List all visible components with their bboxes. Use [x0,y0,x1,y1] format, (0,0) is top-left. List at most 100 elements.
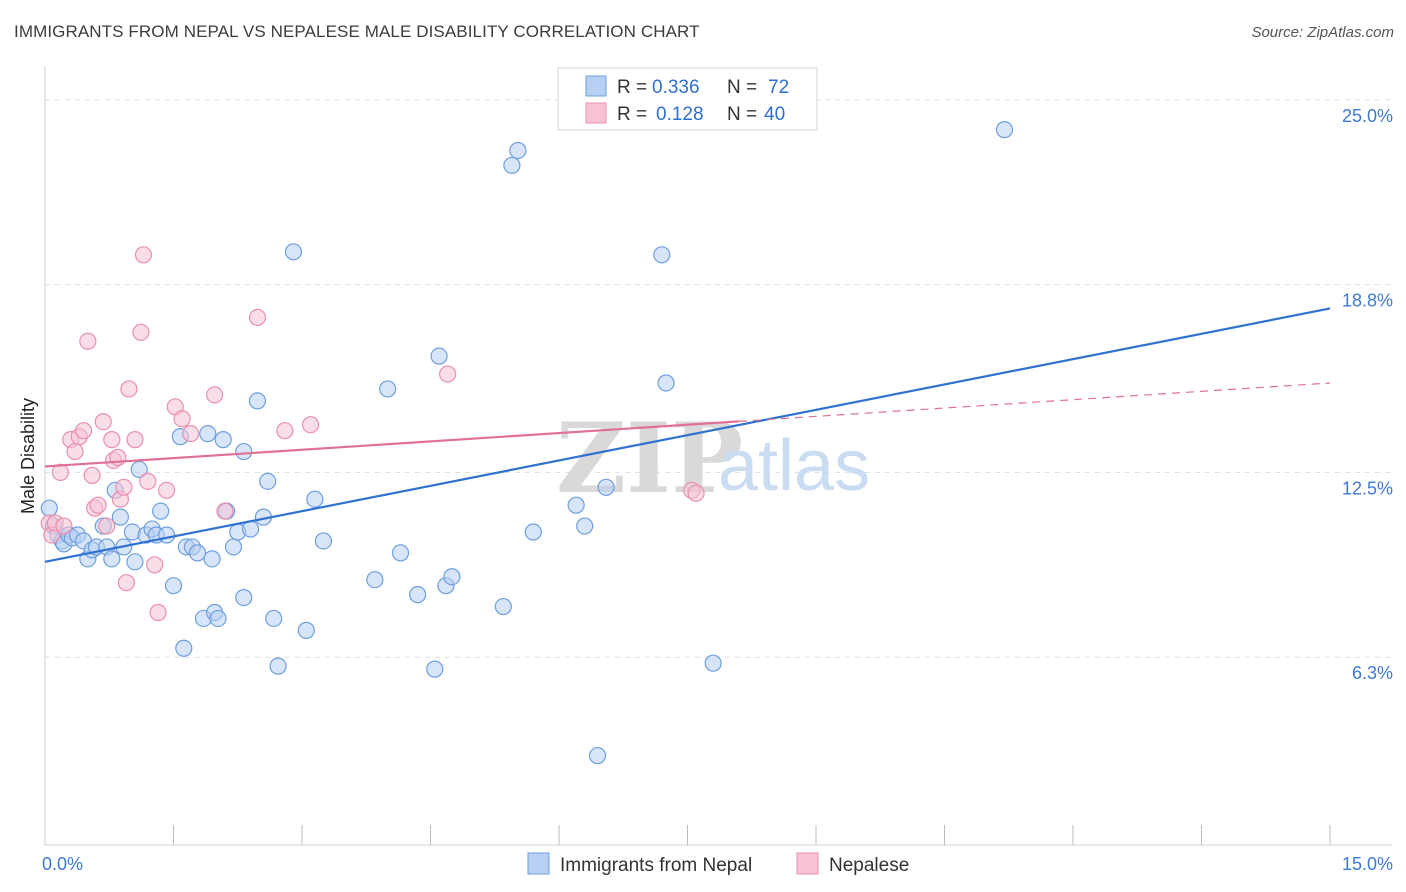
legend-r-value-blue: 0.336 [652,77,700,98]
point-pink-12 [89,496,107,514]
y-axis-title: Male Disability [18,398,38,514]
point-pink-25 [139,472,157,490]
series-nepalese [40,246,705,622]
point-pink-32 [206,386,224,404]
legend-bottom-swatch-pink [796,852,819,875]
point-pink-30 [173,410,191,428]
point-blue-44 [248,392,267,410]
point-blue-65 [567,496,585,514]
y-tick-label-1: 12.5% [1342,478,1393,498]
point-blue-54 [379,380,397,398]
grid-lines [45,99,1392,658]
legend-r-value-pink: 0.128 [656,104,704,125]
watermark-zip: ZIP [556,402,743,515]
point-pink-37 [439,365,457,383]
legend-bottom-label-blue: Immigrants from Nepal [560,855,752,876]
trend-line-pink [44,420,739,468]
point-pink-9 [79,332,97,350]
point-pink-33 [216,502,234,520]
point-pink-39 [687,484,705,502]
point-blue-19 [126,553,144,571]
point-blue-70 [657,374,675,392]
source-label: Source: ZipAtlas.com [1251,24,1394,41]
point-pink-8 [74,422,93,440]
watermark-atlas: atlas [718,426,870,506]
point-pink-10 [83,466,101,484]
point-pink-28 [158,481,176,499]
legend-bottom: Immigrants from Nepal Nepalese [527,852,909,876]
legend-bottom-label-pink: Nepalese [829,855,909,876]
legend-n-value-blue: 72 [768,77,789,98]
point-pink-15 [103,431,121,449]
legend-swatch-blue [585,75,607,97]
point-blue-28 [175,639,193,657]
point-blue-41 [235,442,253,461]
y-tick-label-2: 18.8% [1342,291,1393,311]
y-tick-label-3: 25.0% [1342,106,1393,126]
point-pink-26 [146,556,164,574]
point-blue-52 [314,532,333,550]
point-blue-47 [265,609,283,628]
point-blue-24 [152,502,170,520]
point-blue-42 [235,588,253,607]
legend-r-label-pink: R = [617,104,647,125]
x-tick-labels: 0.0% 15.0% [42,854,1393,874]
point-blue-0 [40,499,58,517]
point-blue-58 [430,347,448,365]
legend-top: R = 0.336 N = 72 R = 0.128 N = 40 [557,67,818,131]
point-blue-26 [164,577,183,595]
point-pink-6 [66,442,84,461]
x-tick-label-1: 15.0% [1342,854,1393,874]
watermark: ZIP atlas [556,402,870,515]
point-blue-14 [103,550,121,568]
point-blue-48 [269,657,287,675]
x-tick-label-0: 0.0% [42,854,83,874]
trend-line-pink-dashed [738,382,1331,422]
point-pink-14 [98,517,116,535]
point-blue-31 [188,544,207,562]
legend-bottom-swatch-blue [527,852,550,875]
point-pink-34 [248,308,267,327]
point-pink-35 [276,422,294,440]
point-blue-69 [653,246,671,264]
chart-title: IMMIGRANTS FROM NEPAL VS NEPALESE MALE D… [14,22,700,41]
legend-swatch-pink [585,102,607,124]
point-blue-61 [494,597,512,616]
point-blue-50 [297,621,315,639]
point-blue-37 [214,431,232,449]
axes [44,66,1392,846]
point-pink-20 [117,574,135,592]
point-pink-21 [120,380,138,398]
point-blue-62 [503,156,521,174]
point-pink-4 [55,517,73,535]
point-pink-19 [115,478,133,496]
point-blue-71 [704,654,722,672]
trend-line-blue [44,307,1331,563]
point-pink-22 [126,431,144,449]
point-blue-72 [995,121,1014,139]
point-blue-60 [443,568,461,586]
legend-n-label-blue: N = [727,77,757,98]
point-pink-36 [301,416,320,434]
point-blue-55 [391,544,410,562]
legend-n-value-pink: 40 [764,104,785,125]
point-blue-46 [259,472,277,490]
legend-n-label-pink: N = [727,104,757,125]
point-pink-23 [132,323,150,341]
point-blue-56 [409,586,427,604]
point-blue-68 [597,478,615,496]
point-blue-49 [284,243,303,261]
legend-r-label-blue: R = [617,77,647,98]
point-blue-34 [203,550,221,568]
y-tick-labels: 6.3% 12.5% 18.8% 25.0% [1342,106,1393,683]
point-blue-67 [588,746,607,765]
y-tick-label-0: 6.3% [1352,663,1393,683]
point-blue-25 [158,526,176,544]
point-blue-16 [111,508,129,526]
trend-lines [44,307,1331,563]
point-pink-24 [134,246,153,264]
point-blue-64 [524,523,542,541]
point-blue-51 [306,490,324,508]
point-blue-53 [366,571,384,589]
